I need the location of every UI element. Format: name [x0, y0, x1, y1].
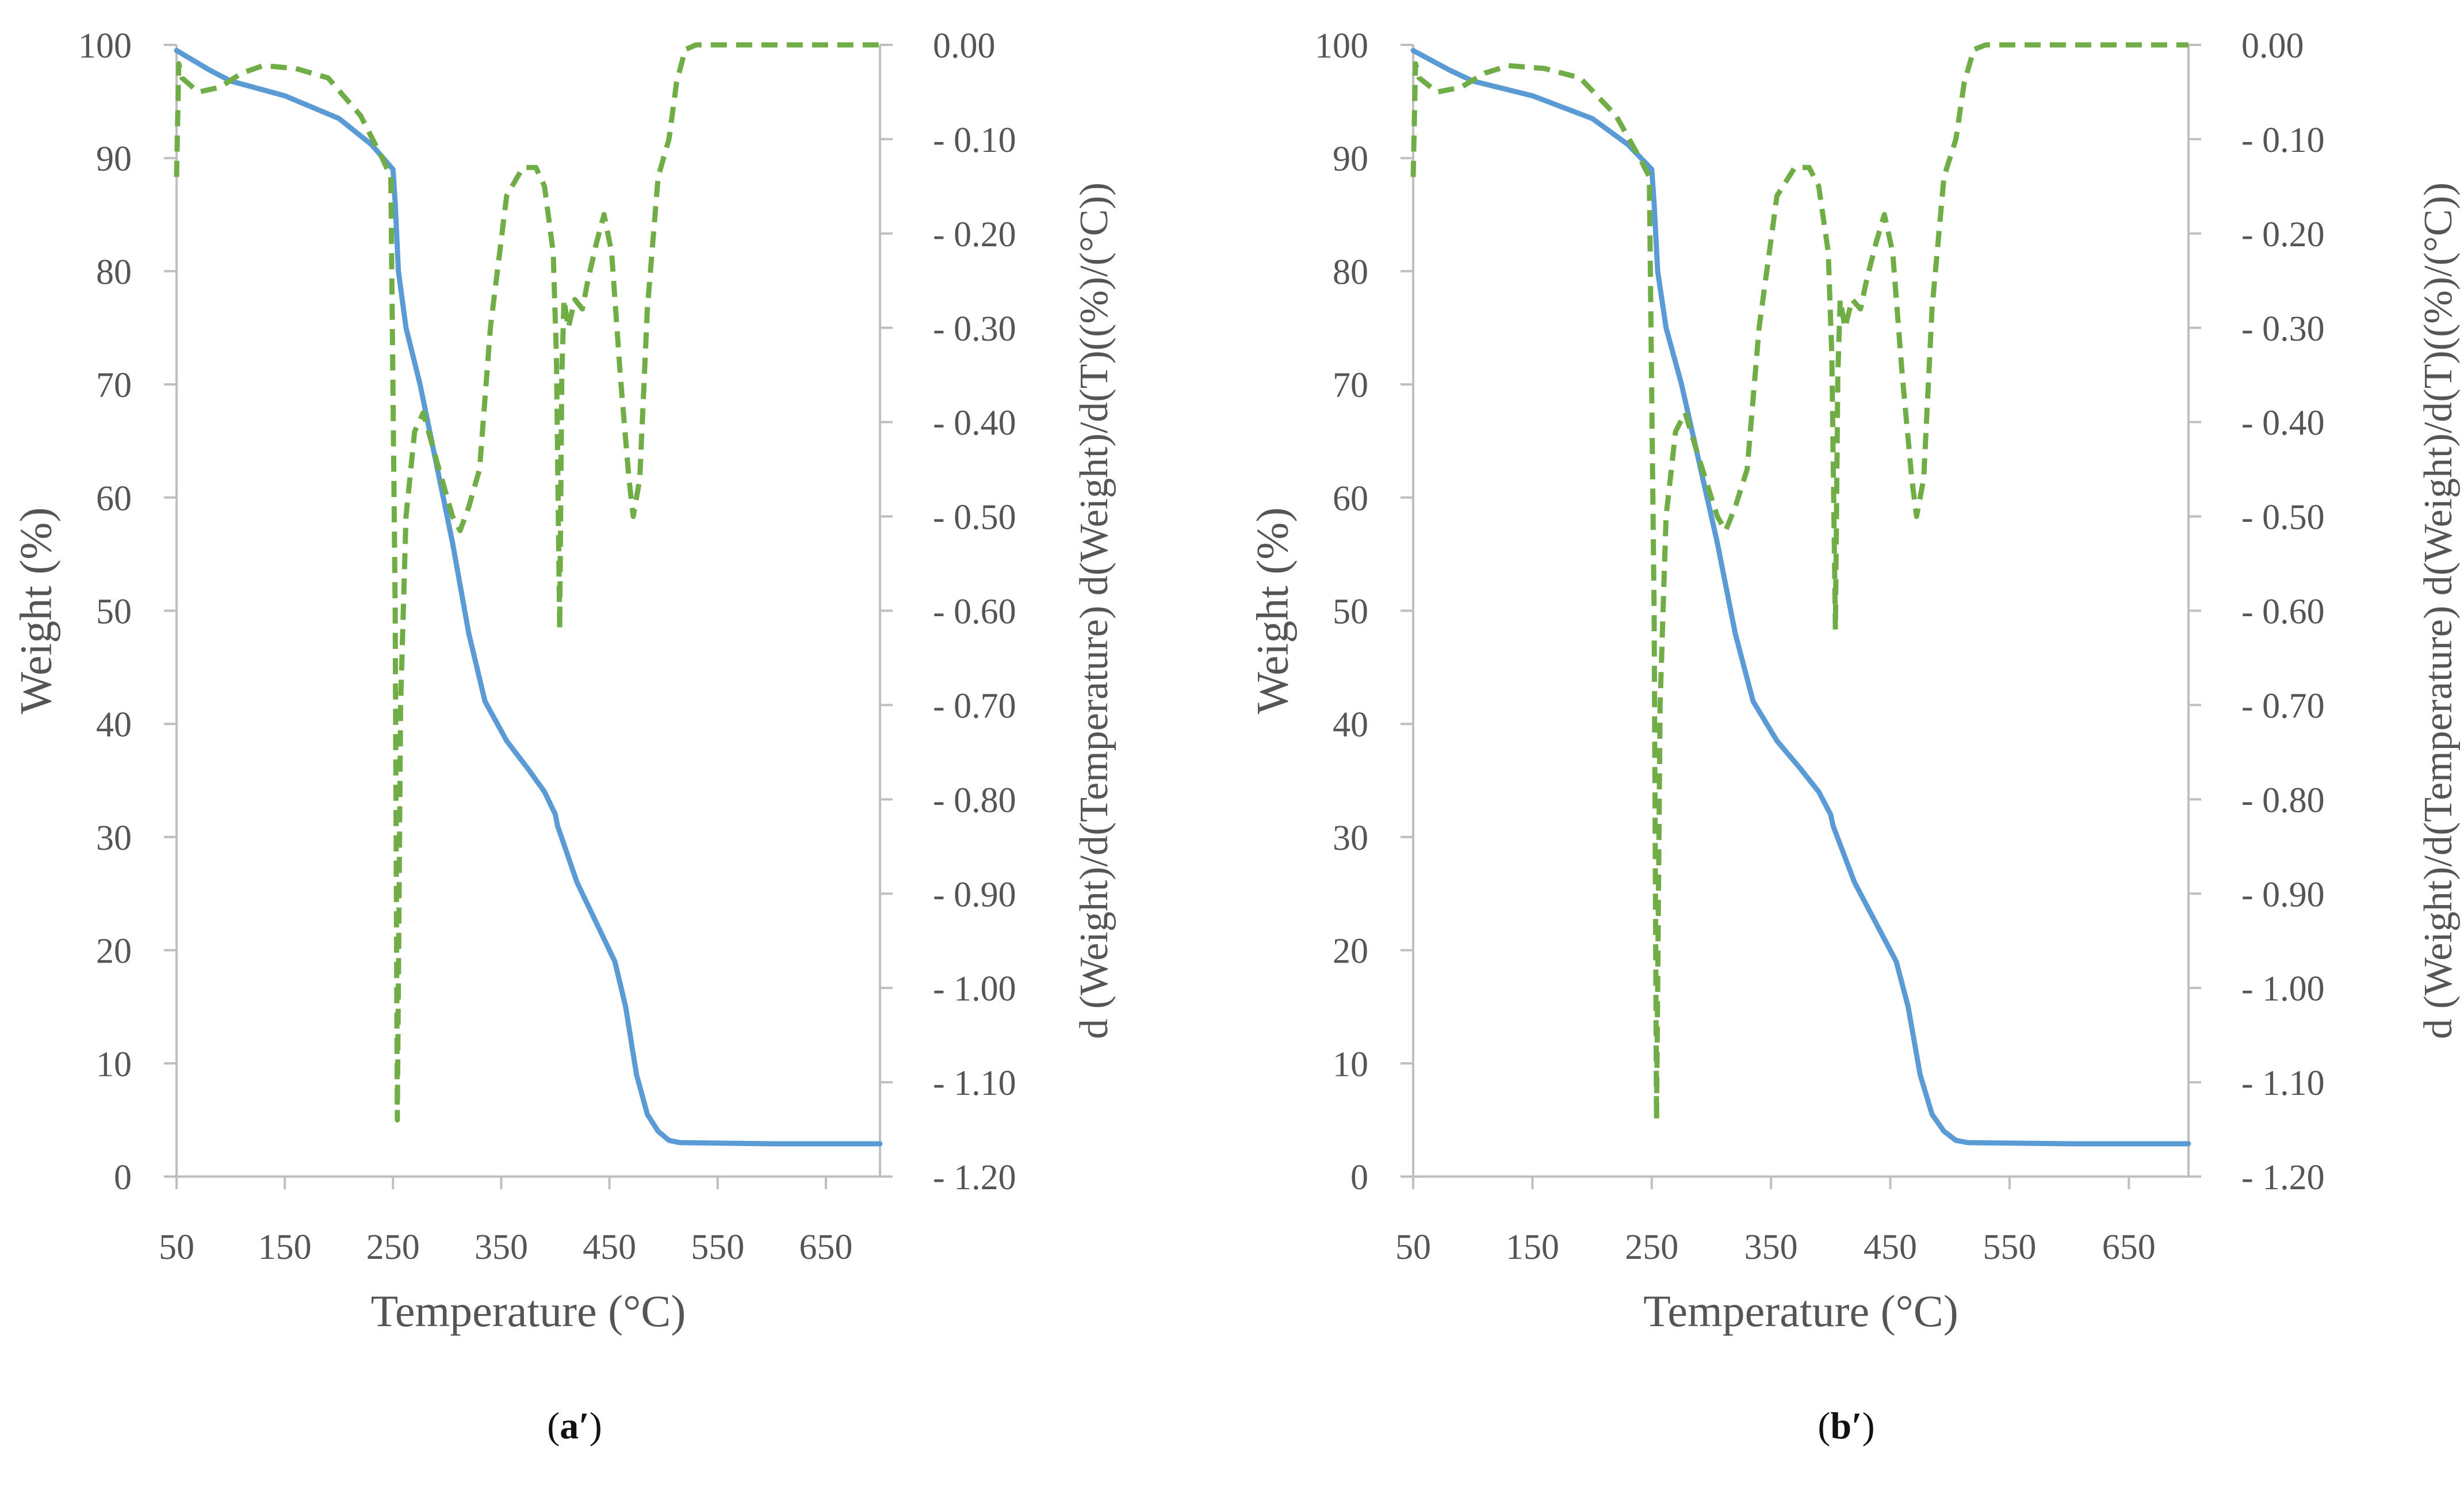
- y2-tick-label: - 1.20: [2241, 1158, 2325, 1197]
- y2-tick-label: - 0.10: [933, 121, 1016, 160]
- y-tick-label: 100: [78, 26, 132, 66]
- panel-label: (b′): [1818, 1405, 1874, 1447]
- y2-tick-label: - 0.80: [933, 781, 1016, 820]
- panel-label: (a′): [547, 1405, 602, 1447]
- weight-line: [1410, 48, 2191, 1147]
- x-tick-label: 450: [583, 1228, 636, 1267]
- y2-axis-title: d (Weight)/d(Temperature) d(Weight)/d(T)…: [2416, 182, 2461, 1039]
- y-tick-label: 50: [96, 593, 132, 632]
- y-tick-label: 40: [1333, 705, 1368, 744]
- y-tick-label: 70: [96, 366, 132, 405]
- y-tick-label: 30: [1333, 819, 1368, 858]
- y2-tick-label: - 0.90: [933, 875, 1016, 914]
- y-tick-label: 90: [1333, 140, 1368, 179]
- y2-tick-label: - 0.30: [933, 310, 1016, 349]
- y-tick-label: 30: [96, 819, 132, 858]
- y-tick-label: 80: [1333, 253, 1368, 292]
- x-tick-label: 650: [799, 1228, 852, 1267]
- y2-tick-label: - 0.60: [2241, 593, 2325, 632]
- y-tick-label: 10: [1333, 1045, 1368, 1084]
- y-tick-label: 20: [96, 932, 132, 971]
- y-tick-label: 60: [1333, 479, 1368, 518]
- x-tick-label: 350: [1744, 1228, 1798, 1267]
- y2-tick-label: - 0.50: [2241, 498, 2325, 537]
- x-tick-label: 550: [1983, 1228, 2036, 1267]
- y2-tick-label: - 1.10: [2241, 1064, 2325, 1103]
- y2-tick-label: 0.00: [933, 26, 996, 66]
- y-tick-label: 90: [96, 140, 132, 179]
- y2-tick-label: - 0.70: [933, 686, 1016, 726]
- x-tick-label: 150: [258, 1228, 312, 1267]
- y2-tick-label: - 0.30: [2241, 310, 2325, 349]
- chart-panel-1: 0 10 20 30 40 50 60 70 80 90 100 - 1.20 - 1.10 - 1.00…: [11, 26, 1117, 1447]
- y2-tick-label: - 1.20: [933, 1158, 1016, 1197]
- x-tick-label: 150: [1506, 1228, 1559, 1267]
- y-axis-title: Weight (%): [1248, 507, 1298, 715]
- x-tick-label: 350: [475, 1228, 528, 1267]
- y2-tick-label: - 0.50: [933, 498, 1016, 537]
- y-tick-label: 80: [96, 253, 132, 292]
- x-tick-label: 50: [1395, 1228, 1431, 1267]
- weight-line: [174, 48, 883, 1147]
- chart-panel-2: 0 10 20 30 40 50 60 70 80 90 100 - 1.20 - 1.10 - 1.00…: [1248, 26, 2461, 1447]
- y2-tick-label: - 0.40: [933, 404, 1016, 443]
- y2-tick-label: - 0.20: [933, 215, 1016, 254]
- derivative-weight-line: [174, 42, 880, 1123]
- y-tick-label: 70: [1333, 366, 1368, 405]
- y2-tick-label: - 1.00: [2241, 969, 2325, 1009]
- y2-tick-label: - 0.90: [2241, 875, 2325, 914]
- derivative-weight-line: [1410, 42, 2188, 1123]
- x-tick-label: 250: [366, 1228, 420, 1267]
- y-tick-label: 60: [96, 479, 132, 518]
- x-axis-title: Temperature (°C): [371, 1286, 686, 1336]
- y-tick-label: 50: [1333, 593, 1368, 632]
- y-tick-label: 0: [114, 1158, 132, 1197]
- y2-tick-label: - 0.10: [2241, 121, 2325, 160]
- x-tick-label: 50: [159, 1228, 194, 1267]
- y-tick-label: 100: [1315, 26, 1368, 66]
- y2-axis-title: d (Weight)/d(Temperature) d(Weight)/d(T)…: [1072, 182, 1116, 1039]
- y2-tick-label: 0.00: [2241, 26, 2304, 66]
- y2-tick-label: - 1.10: [933, 1064, 1016, 1103]
- y-tick-label: 10: [96, 1045, 132, 1084]
- y2-tick-label: - 1.00: [933, 969, 1016, 1009]
- x-tick-label: 650: [2102, 1228, 2156, 1267]
- y2-tick-label: - 0.70: [2241, 686, 2325, 726]
- y2-tick-label: - 0.40: [2241, 404, 2325, 443]
- x-axis-title: Temperature (°C): [1643, 1286, 1958, 1336]
- x-tick-label: 550: [691, 1228, 744, 1267]
- y-tick-label: 0: [1350, 1158, 1368, 1197]
- y2-tick-label: - 0.80: [2241, 781, 2325, 820]
- y-tick-label: 20: [1333, 932, 1368, 971]
- y-axis-title: Weight (%): [11, 507, 61, 715]
- y2-tick-label: - 0.60: [933, 593, 1016, 632]
- x-tick-label: 450: [1864, 1228, 1917, 1267]
- y-tick-label: 40: [96, 705, 132, 744]
- y2-tick-label: - 0.20: [2241, 215, 2325, 254]
- x-tick-label: 250: [1625, 1228, 1678, 1267]
